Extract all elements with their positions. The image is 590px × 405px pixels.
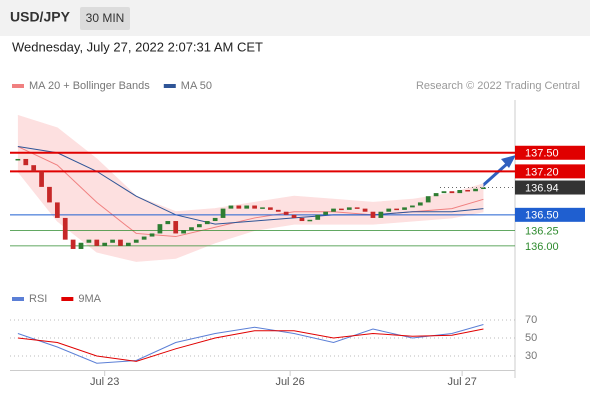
candle [449, 191, 455, 194]
level-label: 136.00 [525, 241, 559, 253]
candle [481, 187, 486, 190]
bollinger-fill [17, 115, 484, 262]
candle [204, 221, 210, 225]
candle [394, 208, 400, 211]
candle [370, 211, 376, 218]
y-tick-label: 70 [525, 314, 537, 326]
candle [102, 242, 108, 246]
candle [236, 205, 242, 209]
candle [173, 221, 179, 234]
candle [54, 202, 60, 218]
candle [157, 224, 163, 234]
candle [346, 207, 352, 210]
candle [165, 221, 171, 225]
legend-swatch [12, 84, 24, 88]
legend-swatch [12, 297, 24, 301]
candle [197, 224, 202, 228]
candle [70, 239, 76, 249]
x-axis [10, 370, 515, 371]
candle [212, 217, 218, 222]
x-tick-label: Jul 27 [447, 376, 476, 388]
candle [181, 230, 186, 234]
timestamp: Wednesday, July 27, 2022 2:07:31 AM CET [12, 39, 263, 54]
candle [331, 208, 336, 212]
candle [425, 196, 431, 203]
candle [386, 208, 392, 212]
legend-label: 9MA [78, 293, 101, 305]
candle [133, 239, 139, 243]
candle [118, 239, 123, 246]
interval[interactable]: 30 MIN [86, 11, 125, 25]
level-label: 137.20 [525, 166, 559, 178]
level-label: 136.50 [525, 210, 559, 222]
candle [307, 219, 313, 222]
bollinger-upper [17, 115, 484, 213]
candle [378, 211, 384, 218]
candle [260, 207, 265, 209]
candle [354, 207, 360, 209]
candle [323, 211, 328, 215]
candle [125, 242, 131, 246]
candle [94, 239, 100, 246]
candle [473, 188, 478, 192]
legend-label: MA 50 [181, 80, 212, 92]
candle [457, 190, 463, 194]
candle [220, 208, 226, 218]
x-tick-label: Jul 26 [275, 376, 304, 388]
legend-swatch [163, 84, 176, 88]
candle [339, 208, 344, 211]
price-box [515, 180, 585, 195]
candle [62, 217, 68, 240]
candle [441, 191, 447, 194]
candle [23, 158, 29, 166]
y-tick-label: 50 [525, 332, 537, 344]
level-box [515, 164, 585, 179]
rsi-line [17, 328, 484, 362]
candle [315, 214, 321, 220]
candle [31, 165, 37, 172]
x-tick-label: Jul 23 [90, 376, 119, 388]
level-box [515, 207, 585, 222]
candle [465, 190, 471, 192]
candle [433, 193, 439, 197]
symbol: USD/JPY [10, 9, 71, 25]
level-label: 136.25 [525, 225, 559, 237]
interval-box[interactable] [80, 7, 130, 30]
forecast-arrow [479, 161, 509, 190]
candle [47, 186, 52, 203]
candle [252, 205, 257, 209]
price-label: 136.94 [525, 182, 559, 194]
arrow-head [501, 155, 516, 168]
candle [189, 227, 194, 231]
candle [283, 211, 289, 215]
candle [410, 205, 415, 208]
candle [402, 207, 407, 210]
credit: Research © 2022 Trading Central [416, 80, 580, 92]
candle [228, 205, 234, 209]
candle [268, 207, 273, 210]
rsi-line [17, 324, 484, 364]
legend-label: RSI [29, 293, 47, 305]
candle [275, 209, 281, 212]
candle [362, 208, 368, 212]
candle [244, 205, 250, 209]
candle [15, 158, 21, 161]
candle [417, 202, 423, 206]
legend-label: MA 20 + Bollinger Bands [29, 80, 150, 92]
candle [39, 171, 44, 187]
candle [149, 233, 155, 237]
legend-swatch [61, 297, 74, 301]
y-tick-label: 30 [525, 350, 537, 362]
candle [141, 236, 147, 240]
level-label: 137.50 [525, 148, 559, 160]
candle [291, 214, 297, 218]
candle [86, 239, 92, 243]
candle [110, 239, 115, 243]
candle [78, 242, 84, 249]
level-box [515, 145, 585, 160]
candle [299, 217, 305, 222]
